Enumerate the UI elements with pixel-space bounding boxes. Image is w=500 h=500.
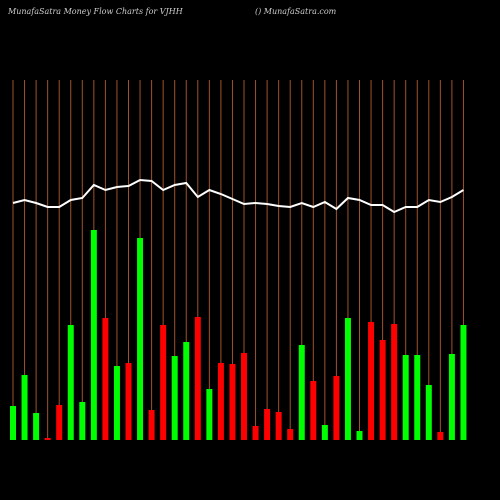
bar [206, 389, 213, 440]
bar [21, 375, 28, 440]
bar [10, 406, 16, 440]
bar [229, 364, 236, 440]
bar [321, 425, 328, 440]
bar [194, 317, 201, 440]
bar [275, 412, 282, 440]
bar [298, 345, 305, 440]
bar [368, 322, 375, 440]
bar [44, 438, 51, 440]
bar [287, 429, 294, 440]
bar [102, 318, 109, 440]
bar [252, 426, 259, 440]
bar [125, 363, 132, 440]
bar [333, 376, 340, 440]
bar [113, 366, 120, 440]
bar [402, 355, 409, 440]
bar [425, 385, 432, 440]
bar [148, 410, 155, 440]
bar [241, 353, 247, 440]
bar [414, 355, 421, 440]
bar [90, 230, 97, 440]
bar [344, 318, 351, 440]
bar [137, 238, 144, 440]
chart-title: MunafaSatra Money Flow Charts for VJHH [7, 7, 184, 16]
bar [310, 381, 317, 440]
bar [356, 431, 363, 440]
bar [33, 413, 40, 440]
bar [437, 432, 444, 440]
bar [183, 342, 190, 440]
bar [217, 363, 224, 440]
bar [171, 356, 178, 440]
bar [56, 405, 63, 440]
bar [264, 409, 271, 440]
bar [391, 324, 398, 440]
bar [460, 325, 467, 440]
bar [448, 354, 455, 440]
money-flow-line [12, 178, 464, 214]
bar [379, 340, 386, 440]
bar [79, 402, 86, 440]
bar [67, 325, 74, 440]
bar [160, 325, 167, 440]
chart-subtitle: () MunafaSatra.com [255, 7, 337, 16]
